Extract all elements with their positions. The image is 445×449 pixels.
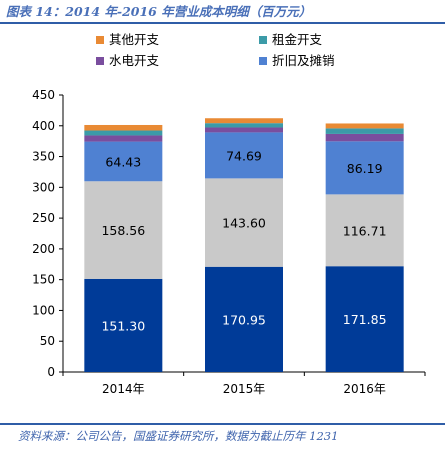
bar-segment (325, 123, 404, 129)
data-label: 171.85 (343, 312, 387, 327)
source-rule (0, 423, 445, 425)
legend-swatch (259, 36, 267, 44)
x-tick-label: 2016年 (343, 382, 386, 396)
bar-segment (84, 141, 163, 182)
bar-segment (205, 127, 283, 133)
y-tick-label: 50 (40, 334, 55, 348)
bar-segment (325, 194, 404, 267)
y-tick-label: 150 (32, 273, 55, 287)
data-label: 170.95 (222, 312, 266, 327)
bar-segment (84, 181, 163, 279)
y-tick-label: 200 (32, 242, 55, 256)
bar-segment (205, 132, 283, 179)
bars (84, 118, 404, 372)
axes: 0 50 100 150 200 250 300 350 400 450 2014年 2015年 201… (32, 88, 426, 396)
data-label: 143.60 (222, 216, 266, 231)
bar-segment (205, 118, 283, 124)
data-labels: 151.30 158.56 64.43 170.95 143.60 74.69 171.85… (101, 148, 386, 333)
legend-label: 其他开支 (109, 32, 160, 47)
bar-segment (84, 278, 163, 372)
x-tick-label: 2014年 (102, 382, 145, 396)
y-tick-label: 400 (32, 119, 55, 133)
y-tick-label: 350 (32, 150, 55, 164)
data-label: 116.71 (343, 223, 387, 238)
source-note: 资料来源：公司公告，国盛证券研究所，数据为截止历年 1231 (18, 429, 339, 443)
y-tick-label: 250 (32, 211, 55, 225)
y-tick-label: 100 (32, 303, 55, 317)
bar-segment (205, 266, 283, 372)
y-tick-label: 450 (32, 88, 55, 102)
data-label: 158.56 (101, 223, 145, 238)
legend-swatch (96, 36, 104, 44)
data-label: 86.19 (347, 161, 383, 176)
bar-segment (84, 135, 163, 142)
y-tick-label: 300 (32, 180, 55, 194)
data-label: 151.30 (101, 318, 145, 333)
data-label: 74.69 (226, 148, 262, 163)
title-rule (0, 22, 445, 24)
bar-segment (84, 124, 163, 131)
bar-segment (205, 178, 283, 267)
chart-title: 图表 14：2014 年-2016 年营业成本明细（百万元） (6, 4, 312, 19)
bar-segment (205, 123, 283, 128)
bar-segment (325, 128, 404, 134)
bar-segment (325, 141, 404, 195)
data-label: 64.43 (105, 154, 141, 169)
legend-label: 水电开支 (109, 53, 160, 68)
legend-label: 折旧及摊销 (272, 53, 335, 68)
y-tick-label: 0 (47, 365, 55, 379)
x-tick-label: 2015年 (223, 382, 266, 396)
bar-segment (325, 133, 404, 142)
legend-swatch (259, 57, 267, 65)
legend-label: 租金开支 (272, 32, 323, 47)
bar-segment (84, 130, 163, 136)
bar-segment (325, 266, 404, 372)
legend-swatch (96, 57, 104, 65)
